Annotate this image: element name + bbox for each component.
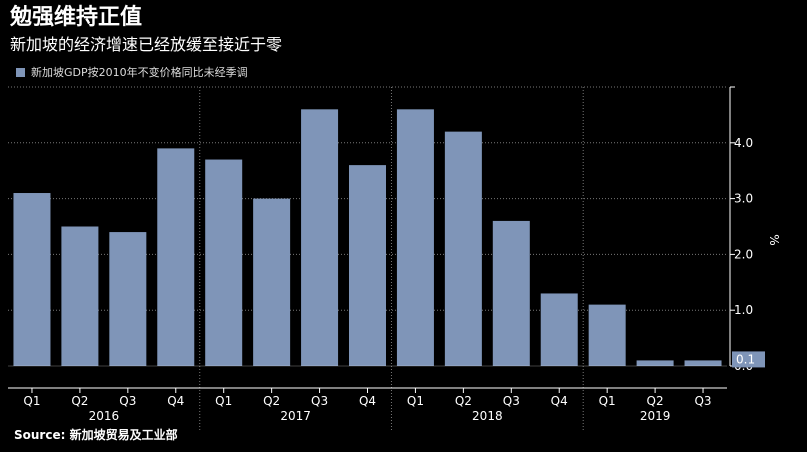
last-value-label: 0.1 (736, 352, 755, 366)
x-tick-label: Q2 (647, 394, 664, 408)
year-label: 2018 (472, 409, 503, 423)
x-tick-label: Q1 (215, 394, 232, 408)
x-tick-label: Q2 (263, 394, 280, 408)
x-tick-label: Q4 (359, 394, 376, 408)
bar (588, 304, 626, 366)
bar (684, 360, 722, 366)
x-tick-label: Q1 (407, 394, 424, 408)
legend-label: 新加坡GDP按2010年不变价格同比未经季调 (31, 66, 248, 79)
year-label: 2016 (89, 409, 120, 423)
x-tick-label: Q4 (551, 394, 568, 408)
x-tick-label: Q2 (71, 394, 88, 408)
last-value-box (732, 351, 765, 368)
x-tick-label: Q1 (23, 394, 40, 408)
bar (205, 159, 243, 366)
x-tick-label: Q2 (455, 394, 472, 408)
x-tick-label: Q3 (119, 394, 136, 408)
bar (444, 131, 482, 366)
y-tick-label: 3.0 (734, 192, 753, 206)
bar (157, 148, 195, 366)
bar (253, 198, 291, 366)
x-tick-label: Q3 (311, 394, 328, 408)
source-note: Source: 新加坡贸易及工业部 (14, 428, 178, 442)
bar (301, 109, 339, 366)
y-axis-label: % (767, 234, 781, 245)
bar (636, 360, 674, 366)
bar (396, 109, 434, 366)
chart-title: 勉强维持正值 (10, 5, 143, 30)
x-tick-label: Q3 (503, 394, 520, 408)
x-tick-label: Q1 (599, 394, 616, 408)
y-tick-label: 2.0 (734, 247, 753, 261)
year-label: 2017 (280, 409, 311, 423)
legend: 新加坡GDP按2010年不变价格同比未经季调 (16, 64, 248, 80)
bar (61, 226, 99, 366)
legend-swatch (16, 67, 25, 77)
bar (13, 193, 51, 366)
y-tick-label: 4.0 (734, 136, 753, 150)
bar (540, 293, 578, 366)
chart-subtitle: 新加坡的经济增速已经放缓至接近于零 (10, 35, 283, 54)
bar (109, 232, 147, 366)
bar (349, 165, 386, 366)
bar (492, 220, 530, 366)
year-label: 2019 (640, 409, 671, 423)
x-tick-label: Q3 (694, 394, 711, 408)
x-tick-label: Q4 (167, 394, 184, 408)
y-tick-label: 1.0 (734, 303, 753, 317)
